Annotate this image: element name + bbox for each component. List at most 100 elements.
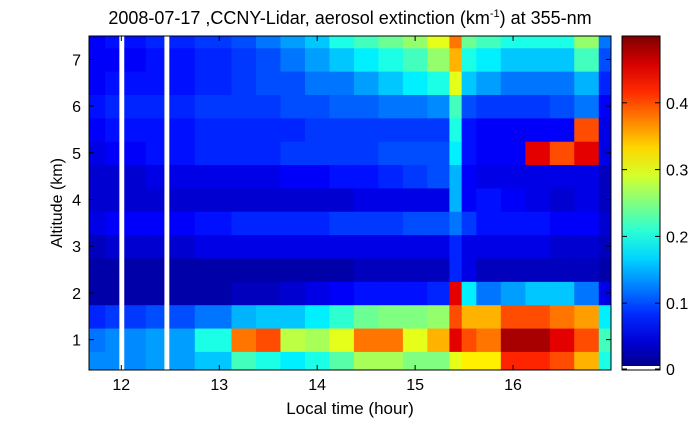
heatmap-cell xyxy=(89,117,106,142)
heatmap-cell xyxy=(89,141,106,166)
heatmap-cell xyxy=(525,257,551,282)
heatmap-cell xyxy=(194,257,233,282)
x-tick-label: 12 xyxy=(112,377,130,394)
heatmap-cell xyxy=(574,234,600,259)
heatmap-cell xyxy=(549,36,575,49)
heatmap-cell xyxy=(304,187,331,212)
heatmap-cell xyxy=(574,36,600,49)
heatmap-cell xyxy=(255,117,282,142)
heatmap-cell xyxy=(329,71,355,95)
heatmap-cell xyxy=(598,187,611,212)
heatmap-cell xyxy=(145,47,196,72)
heatmap-cell xyxy=(89,36,106,49)
heatmap-cell xyxy=(427,351,451,370)
heatmap-cell xyxy=(231,141,257,166)
heatmap-cell xyxy=(549,94,575,119)
heatmap-cell xyxy=(449,94,463,119)
heatmap-cell xyxy=(231,94,257,119)
y-tick-label: 2 xyxy=(72,286,81,303)
heatmap-cell xyxy=(525,327,551,352)
heatmap-cell xyxy=(525,281,551,306)
heatmap-cell xyxy=(598,164,611,189)
heatmap-cell xyxy=(255,187,282,212)
heatmap-cell xyxy=(500,351,526,370)
heatmap-cell xyxy=(549,187,575,212)
heatmap-cell xyxy=(525,47,551,72)
heatmap-cell xyxy=(255,36,282,49)
heatmap-cell xyxy=(500,164,526,189)
heatmap-cell xyxy=(525,351,551,370)
heatmap-cell xyxy=(476,47,502,72)
heatmap-cell xyxy=(449,187,463,212)
heatmap-cell xyxy=(145,281,196,306)
heatmap-cell xyxy=(476,351,502,370)
heatmap-cell xyxy=(402,304,428,329)
heatmap-cell xyxy=(500,281,526,306)
heatmap-cell xyxy=(304,327,331,352)
heatmap-cell xyxy=(461,257,477,282)
heatmap-cell xyxy=(194,234,233,259)
heatmap-cell xyxy=(194,71,233,95)
heatmap-cell xyxy=(329,234,355,259)
heatmap-cell xyxy=(231,47,257,72)
heatmap-cell xyxy=(231,234,257,259)
heatmap-cell xyxy=(353,211,379,236)
heatmap-cell xyxy=(402,234,428,259)
heatmap-cell xyxy=(449,36,463,49)
heatmap-cell xyxy=(353,117,379,142)
heatmap-cell xyxy=(89,94,106,119)
heatmap-cell xyxy=(574,351,600,370)
heatmap-cell xyxy=(500,71,526,95)
heatmap-cell xyxy=(194,327,233,352)
heatmap-cell xyxy=(280,327,306,352)
heatmap-cell xyxy=(476,234,502,259)
heatmap-cell xyxy=(329,257,355,282)
heatmap-cell xyxy=(449,47,463,72)
heatmap-cell xyxy=(402,164,428,189)
heatmap-cell xyxy=(574,47,600,72)
heatmap-cell xyxy=(194,187,233,212)
heatmap-cell xyxy=(402,257,428,282)
heatmap-cell xyxy=(105,257,147,282)
heatmap-cell xyxy=(145,94,196,119)
heatmap-cell xyxy=(280,281,306,306)
heatmap-cell xyxy=(525,36,551,49)
heatmap-cell xyxy=(500,327,526,352)
colorbar-tick-label: 0.4 xyxy=(666,96,688,113)
heatmap-cell xyxy=(598,281,611,306)
heatmap-cell xyxy=(461,164,477,189)
heatmap-cell xyxy=(427,36,451,49)
heatmap-cell xyxy=(598,234,611,259)
heatmap-cell xyxy=(280,71,306,95)
heatmap-cell xyxy=(145,164,196,189)
heatmap-cell xyxy=(353,234,379,259)
heatmap-cell xyxy=(329,141,355,166)
heatmap-cell xyxy=(549,211,575,236)
heatmap-cell xyxy=(476,117,502,142)
heatmap-cell xyxy=(461,351,477,370)
heatmap-cell xyxy=(449,141,463,166)
heatmap-layer xyxy=(89,36,611,370)
heatmap-cell xyxy=(476,211,502,236)
heatmap-cell xyxy=(598,71,611,95)
heatmap-cell xyxy=(280,351,306,370)
heatmap-cell xyxy=(280,164,306,189)
heatmap-cell xyxy=(449,234,463,259)
heatmap-cell xyxy=(231,281,257,306)
heatmap-cell xyxy=(145,117,196,142)
heatmap-cell xyxy=(500,211,526,236)
heatmap-cell xyxy=(574,304,600,329)
heatmap-cell xyxy=(280,187,306,212)
heatmap-cell xyxy=(105,304,147,329)
heatmap-cell xyxy=(105,281,147,306)
heatmap-cell xyxy=(255,164,282,189)
heatmap-cell xyxy=(549,141,575,166)
colorbar-bottom-white-band xyxy=(622,366,660,370)
heatmap-cell xyxy=(427,327,451,352)
heatmap-cell xyxy=(353,36,379,49)
heatmap-cell xyxy=(461,187,477,212)
heatmap-cell xyxy=(449,117,463,142)
heatmap-cell xyxy=(461,234,477,259)
heatmap-cell xyxy=(549,257,575,282)
